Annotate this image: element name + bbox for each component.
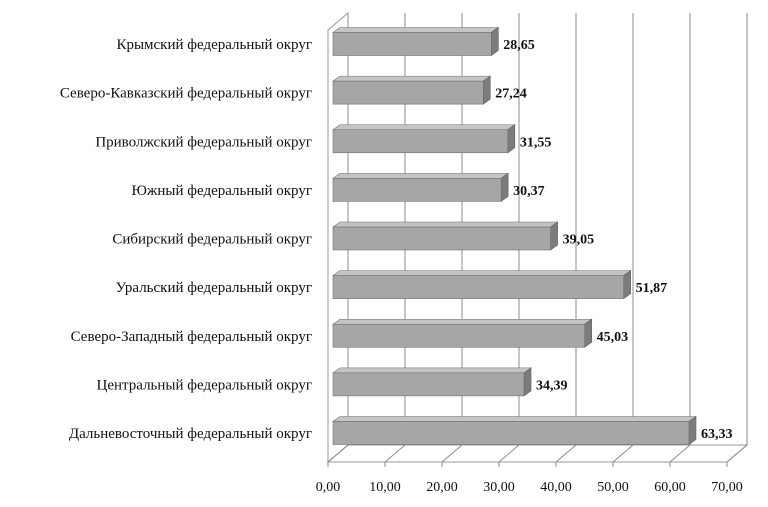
bar xyxy=(332,75,492,105)
bar-top-face xyxy=(332,27,500,33)
bar-top-face xyxy=(332,367,532,374)
value-label: 28,65 xyxy=(503,38,535,53)
x-tick-label: 20,00 xyxy=(426,480,458,495)
x-tick-label: 0,00 xyxy=(316,480,341,495)
category-label: Северо-Западный федеральный округ xyxy=(71,329,312,345)
bar-side-face xyxy=(507,124,516,154)
value-label: 63,33 xyxy=(701,427,733,442)
floor-gridline xyxy=(384,444,406,463)
value-label: 39,05 xyxy=(563,233,595,248)
bar-front-face xyxy=(332,421,690,445)
bar-front-face xyxy=(332,129,509,154)
bar-top-face xyxy=(332,173,510,179)
value-label: 51,87 xyxy=(636,281,668,296)
bar xyxy=(332,221,559,251)
value-label: 34,39 xyxy=(536,378,568,393)
category-label: Северо-Кавказский федеральный округ xyxy=(60,86,312,102)
floor xyxy=(326,444,749,463)
floor-gridline xyxy=(726,444,748,463)
floor-gridline xyxy=(441,444,463,463)
floor-gridline xyxy=(669,444,691,463)
bar-side-face xyxy=(584,318,592,348)
category-label: Сибирский федеральный округ xyxy=(112,232,312,248)
labels-layer: 0,00 10,00 20,00 30,00 40,00 50,00 60,00 70,00 К… xyxy=(60,37,743,495)
bar-top-face xyxy=(332,416,697,422)
bar-front-face xyxy=(332,226,551,251)
x-tick-label: 70,00 xyxy=(711,480,743,495)
bar-front-face xyxy=(332,80,484,105)
bar-top-face xyxy=(332,124,516,131)
floor-gridline xyxy=(327,444,349,463)
bar-side-face xyxy=(491,26,499,57)
bars-layer xyxy=(332,26,697,446)
bar-front-face xyxy=(332,178,502,202)
bar-side-face xyxy=(482,75,491,105)
bar-side-face xyxy=(623,270,631,300)
x-tick-label: 30,00 xyxy=(483,480,515,495)
category-label: Крымский федеральный округ xyxy=(116,37,312,53)
bar-top-face xyxy=(332,221,559,228)
bar-top-face xyxy=(332,318,593,325)
category-label: Дальневосточный федеральный округ xyxy=(69,426,312,442)
bar xyxy=(332,367,532,397)
bar-side-face xyxy=(523,367,532,397)
bar-side-face xyxy=(688,415,697,446)
bar-front-face xyxy=(332,372,525,397)
floor-gridline xyxy=(498,444,520,463)
bar-top-face xyxy=(332,75,492,82)
bar-front-face xyxy=(332,275,624,299)
bar xyxy=(332,124,516,154)
bar-front-face xyxy=(332,323,585,348)
bar xyxy=(332,415,697,446)
floor-gridline xyxy=(555,444,577,463)
value-label: 27,24 xyxy=(495,87,527,102)
bar xyxy=(332,270,632,300)
bar xyxy=(332,26,500,57)
value-label: 30,37 xyxy=(513,184,545,199)
x-tick-label: 50,00 xyxy=(597,480,629,495)
bar-side-face xyxy=(550,221,558,251)
bar-front-face xyxy=(332,32,492,56)
category-label: Южный федеральный округ xyxy=(131,183,312,199)
bar xyxy=(332,172,510,202)
value-label: 45,03 xyxy=(597,330,629,345)
value-label: 31,55 xyxy=(520,135,552,150)
x-tick-label: 40,00 xyxy=(540,480,572,495)
bar-top-face xyxy=(332,270,632,276)
x-tick-label: 60,00 xyxy=(654,480,686,495)
bar-side-face xyxy=(500,172,509,202)
bar xyxy=(332,318,593,348)
floor-gridline xyxy=(612,444,634,463)
category-label: Уральский федеральный округ xyxy=(116,280,312,296)
category-label: Центральный федеральный округ xyxy=(97,377,312,393)
category-label: Приволжский федеральный округ xyxy=(95,134,312,150)
x-tick-label: 10,00 xyxy=(369,480,401,495)
